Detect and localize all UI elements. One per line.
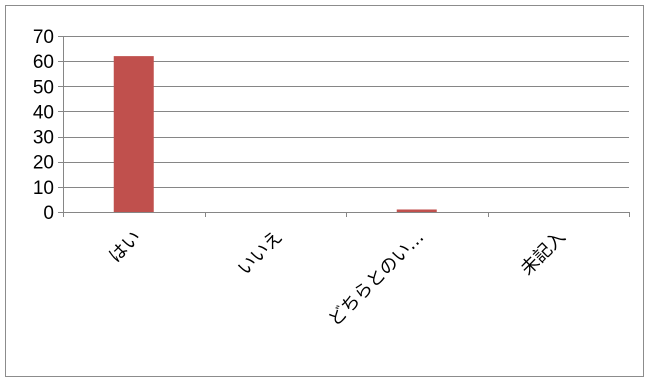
x-tick-label: どちらとのい… — [324, 227, 428, 331]
y-tick-label: 40 — [33, 102, 54, 123]
y-tick-label: 0 — [43, 203, 54, 224]
bar — [113, 56, 154, 212]
y-tick-label: 70 — [33, 27, 54, 48]
x-tick-label: 未記入 — [517, 227, 570, 280]
y-tick-label: 20 — [33, 153, 54, 174]
gridlines — [63, 36, 629, 188]
x-tick-label: はい — [105, 227, 145, 267]
x-tick-label: いいえ — [234, 227, 287, 280]
axes — [58, 36, 630, 217]
y-tick-label: 60 — [33, 52, 54, 73]
y-tick-label: 10 — [33, 178, 54, 199]
y-tick-label: 50 — [33, 77, 54, 98]
y-tick-label: 30 — [33, 128, 54, 149]
chart-frame — [5, 5, 644, 377]
tick-labels: 0 10 20 30 40 50 60 70 はい いいえ どちらとのい… 未記入 — [33, 27, 570, 331]
bars — [113, 56, 437, 212]
bar — [396, 209, 437, 212]
